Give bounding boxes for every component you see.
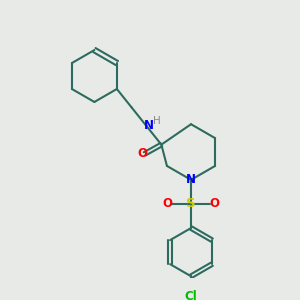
Text: O: O [163,197,173,210]
Text: Cl: Cl [184,290,197,300]
Text: N: N [186,173,196,186]
Text: S: S [186,197,196,210]
Text: H: H [153,116,160,126]
Text: N: N [143,118,153,132]
Text: O: O [209,197,219,210]
Text: O: O [137,147,147,161]
